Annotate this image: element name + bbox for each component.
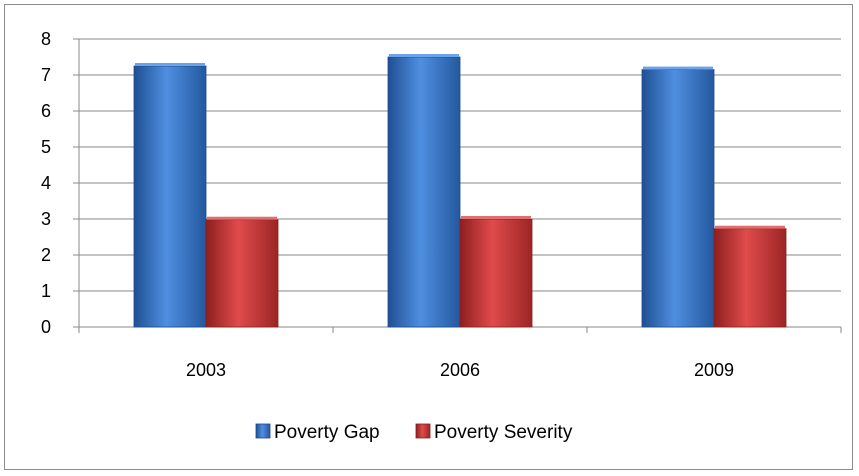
bar-top-highlight xyxy=(715,225,785,229)
bar-top-highlight xyxy=(461,216,531,219)
bar-top-highlight xyxy=(135,63,205,66)
y-tick-label: 8 xyxy=(41,29,51,49)
y-tick-label: 1 xyxy=(41,281,51,301)
legend-label-poverty-gap: Poverty Gap xyxy=(274,422,380,443)
bar-poverty-gap-2003 xyxy=(133,65,207,328)
y-tick-label: 6 xyxy=(41,101,51,121)
legend-swatch-poverty-severity xyxy=(415,423,431,439)
y-tick-label: 7 xyxy=(41,65,51,85)
x-tick-label: 2009 xyxy=(694,360,734,380)
y-tick-label: 3 xyxy=(41,209,51,229)
bar-top-highlight xyxy=(207,216,277,220)
legend: Poverty Gap Poverty Severity xyxy=(255,422,573,443)
y-tick-label: 0 xyxy=(41,317,51,337)
bar-top-highlight xyxy=(643,66,713,70)
legend-swatch-poverty-gap xyxy=(255,423,271,439)
y-tick-label: 4 xyxy=(41,173,51,193)
bar-poverty-gap-2009 xyxy=(641,69,715,328)
bars xyxy=(133,54,787,328)
bar-poverty-gap-2006 xyxy=(387,56,461,328)
y-tick-label: 5 xyxy=(41,137,51,157)
bar-poverty-severity-2006 xyxy=(459,218,533,328)
bar-poverty-severity-2009 xyxy=(713,228,787,328)
x-tick-label: 2006 xyxy=(440,360,480,380)
legend-label-poverty-severity: Poverty Severity xyxy=(434,422,573,443)
y-tick-label: 2 xyxy=(41,245,51,265)
bar-poverty-severity-2003 xyxy=(205,219,279,328)
tick-labels: 0 1 2 3 4 5 6 7 8 2003 2006 2009 xyxy=(41,29,734,380)
bar-top-highlight xyxy=(389,54,459,57)
x-tick-label: 2003 xyxy=(186,360,226,380)
